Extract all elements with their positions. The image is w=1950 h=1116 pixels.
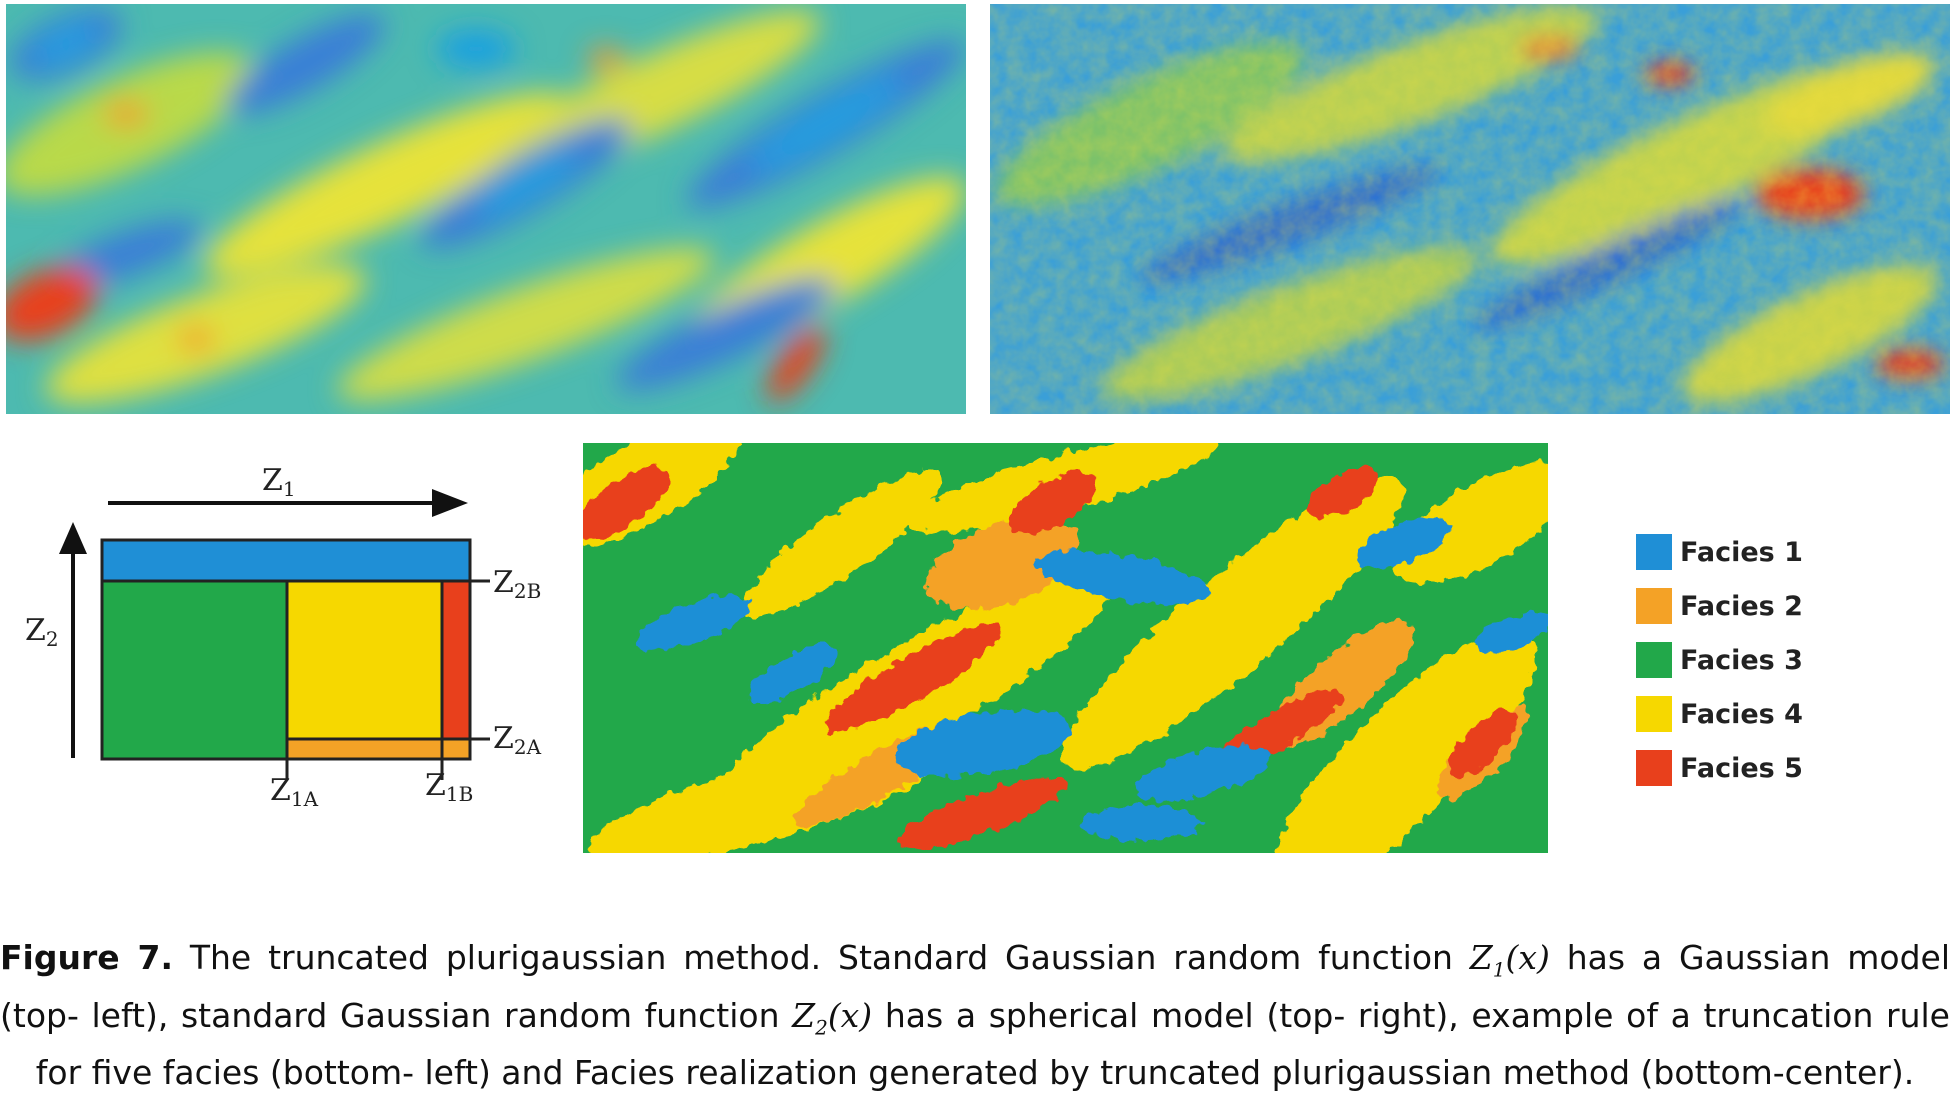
facies-4-region: [287, 581, 442, 739]
facies-realization-image: [583, 443, 1548, 853]
z2-axis-label: Z2: [25, 613, 59, 651]
z1b-label: Z1B: [425, 768, 473, 806]
facies-4-swatch: [1636, 696, 1672, 732]
z1-function: Z1(x): [1469, 938, 1550, 982]
caption-text-1: The truncated plurigaussian method. Stan…: [172, 938, 1470, 977]
z2a-label: Z2A: [493, 721, 542, 759]
z1-axis-label: Z1: [262, 463, 296, 501]
truncation-rule-diagram: Z1 Z2 Z2B Z2A Z1A Z1B: [0, 440, 580, 820]
facies-3-label: Facies 3: [1680, 644, 1803, 676]
figure-caption: Figure 7. The truncated plurigaussian me…: [0, 935, 1950, 1095]
caption-text-3: has a spherical model (top- right), exam…: [35, 995, 1950, 1093]
z2-function: Z2(x): [792, 995, 873, 1040]
facies-5-label: Facies 5: [1680, 752, 1803, 784]
z2b-label: Z2B: [493, 565, 541, 603]
facies-5-swatch: [1636, 750, 1672, 786]
facies-2-swatch: [1636, 588, 1672, 624]
facies-legend: Facies 1 Facies 2 Facies 3 Facies 4 Faci…: [1636, 525, 1896, 795]
facies-5-region: [442, 581, 470, 739]
facies-3-region: [102, 581, 287, 759]
figure-label: Figure 7.: [0, 938, 173, 977]
z1a-label: Z1A: [270, 773, 319, 811]
facies-1-region: [102, 540, 470, 581]
z1-arrow-icon: [432, 489, 468, 517]
facies-2-label: Facies 2: [1680, 590, 1803, 622]
legend-item-facies-4: Facies 4: [1636, 687, 1896, 741]
legend-item-facies-5: Facies 5: [1636, 741, 1896, 795]
legend-item-facies-3: Facies 3: [1636, 633, 1896, 687]
facies-1-swatch: [1636, 534, 1672, 570]
facies-2-region: [287, 739, 470, 759]
legend-item-facies-1: Facies 1: [1636, 525, 1896, 579]
gaussian-model-field-image: [6, 4, 966, 414]
caption-text-2: has a Gaussian model (top- left), standa…: [0, 938, 1950, 1035]
z2-arrow-icon: [59, 522, 87, 554]
spherical-model-field-image: [990, 4, 1950, 414]
facies-3-swatch: [1636, 642, 1672, 678]
legend-item-facies-2: Facies 2: [1636, 579, 1896, 633]
facies-4-label: Facies 4: [1680, 698, 1803, 730]
facies-1-label: Facies 1: [1680, 536, 1803, 568]
